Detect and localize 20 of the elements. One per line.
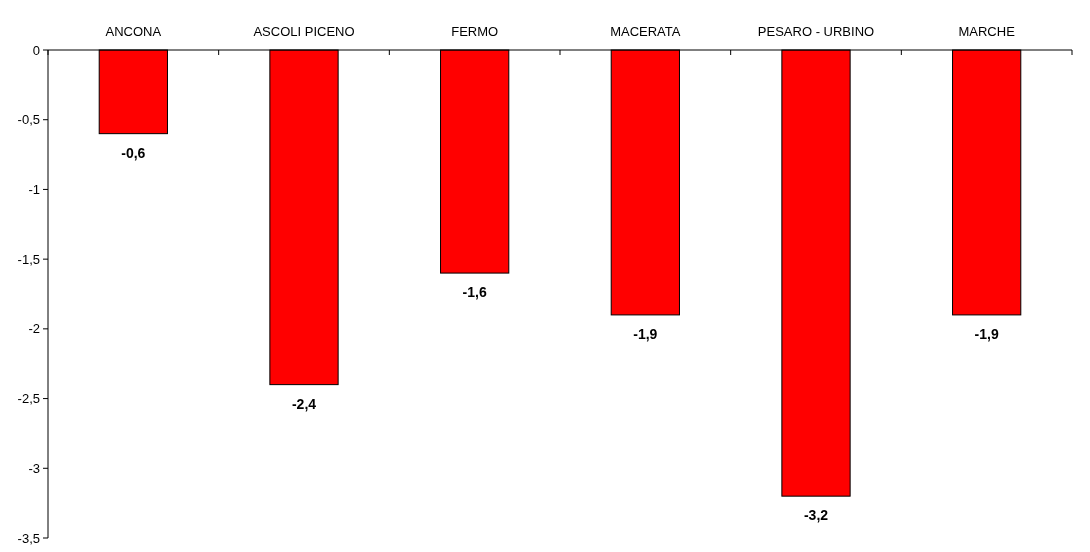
x-tick-label: FERMO: [451, 24, 499, 39]
y-tick-label: -2: [28, 321, 40, 337]
y-tick-label: -3: [28, 460, 40, 476]
y-tick-label: 0: [32, 42, 40, 58]
y-tick-label: -2,5: [17, 391, 40, 407]
y-tick-label: -3,5: [17, 530, 40, 546]
x-tick-label: ANCONA: [105, 24, 162, 39]
x-tick-label: MARCHE: [958, 24, 1016, 39]
y-tick-label: -1,5: [17, 251, 40, 267]
data-label: -1,6: [462, 284, 487, 301]
y-tick-label: -0,5: [17, 112, 40, 128]
data-label: -2,4: [291, 395, 317, 412]
y-tick-label: -1: [28, 181, 40, 197]
x-tick-label: MACERATA: [610, 24, 681, 39]
data-label: -0,6: [121, 144, 146, 161]
data-label: -1,9: [974, 325, 999, 342]
x-tick-label: ASCOLI PICENO: [253, 24, 355, 39]
data-label: -3,2: [803, 507, 829, 524]
x-tick-label: PESARO - URBINO: [757, 24, 875, 39]
data-label: -1,9: [633, 325, 658, 342]
